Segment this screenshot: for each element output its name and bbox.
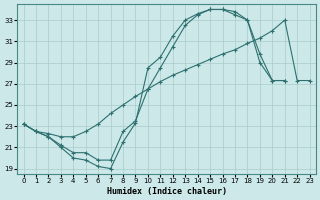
X-axis label: Humidex (Indice chaleur): Humidex (Indice chaleur)	[107, 187, 227, 196]
